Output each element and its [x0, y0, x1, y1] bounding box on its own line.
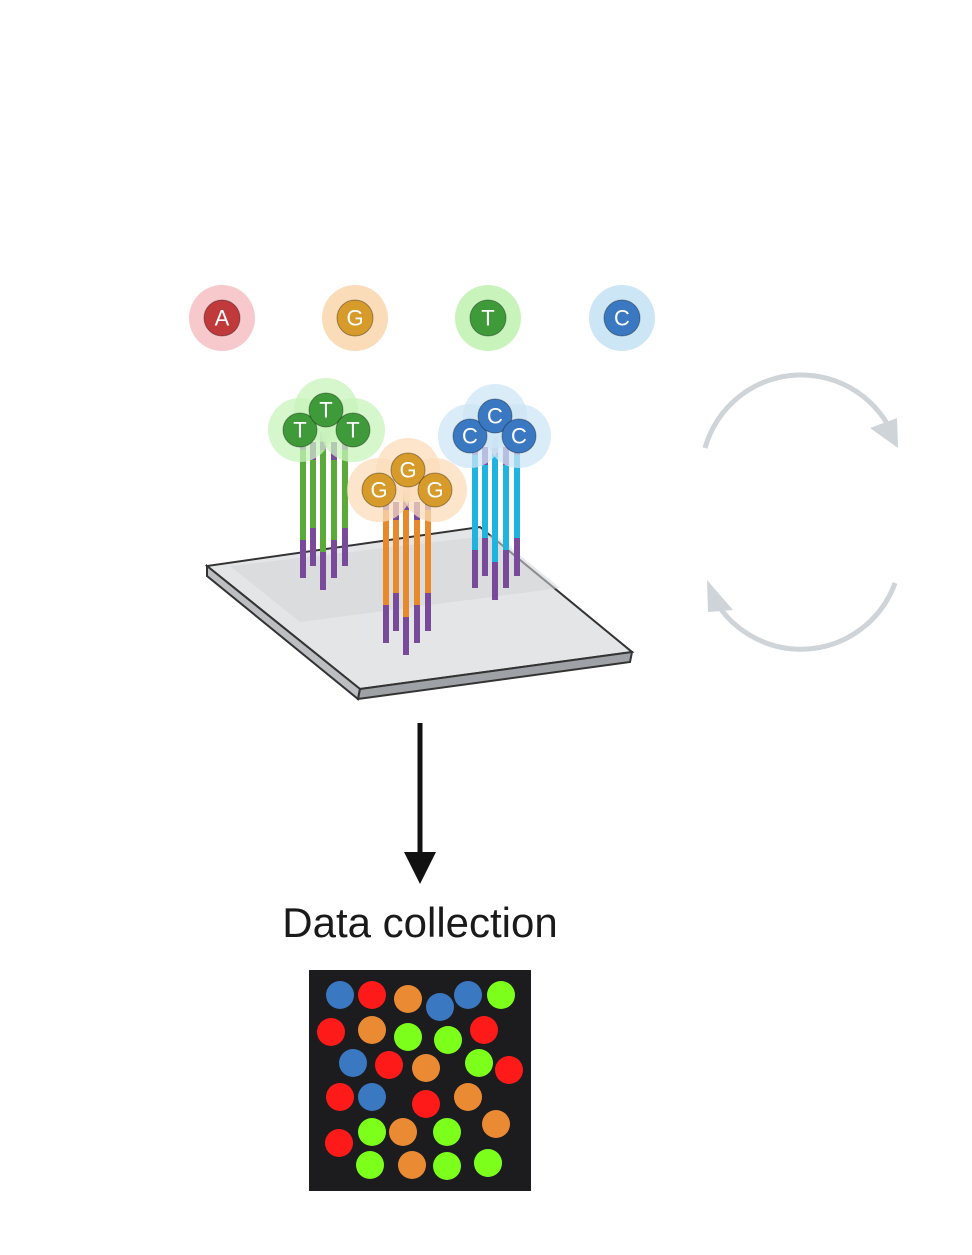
- signal-dot-orange: [398, 1151, 426, 1179]
- signal-dot-red: [470, 1016, 498, 1044]
- nucleotide-a: A: [189, 285, 255, 351]
- nucleotide-letter: T: [293, 418, 306, 443]
- cluster-t: TTT: [268, 378, 385, 590]
- cycle-arrow-bottom: [709, 582, 898, 652]
- signal-dot-green: [433, 1152, 461, 1180]
- signal-dot-orange: [412, 1054, 440, 1082]
- incorporated-nucleotide: C: [477, 398, 513, 434]
- incorporated-nucleotide: C: [501, 418, 537, 454]
- signal-dot-red: [358, 981, 386, 1009]
- signal-dot-red: [317, 1018, 345, 1046]
- nucleotide-letter: C: [614, 306, 630, 331]
- signal-dot-red: [412, 1090, 440, 1118]
- signal-dot-green: [356, 1151, 384, 1179]
- nucleotide-letter: T: [346, 418, 359, 443]
- signal-dot-blue: [454, 981, 482, 1009]
- signal-dot-green: [474, 1149, 502, 1177]
- signal-dot-blue: [339, 1049, 367, 1077]
- nucleotide-letter: C: [511, 424, 527, 449]
- signal-dot-green: [358, 1118, 386, 1146]
- data-collection-image: [309, 970, 531, 1191]
- signal-dot-green: [465, 1049, 493, 1077]
- signal-dot-green: [487, 981, 515, 1009]
- nucleotide-letter: T: [319, 398, 332, 423]
- nucleotide-letter: G: [399, 458, 416, 483]
- signal-dot-green: [394, 1023, 422, 1051]
- signal-dot-orange: [454, 1083, 482, 1111]
- incorporated-nucleotide: T: [335, 412, 371, 448]
- signal-dot-green: [433, 1118, 461, 1146]
- caption-data-collection: Data collection: [282, 899, 557, 946]
- signal-dot-orange: [394, 985, 422, 1013]
- signal-dot-orange: [389, 1118, 417, 1146]
- signal-dot-red: [326, 1083, 354, 1111]
- signal-dot-red: [325, 1129, 353, 1157]
- nucleotide-letter: C: [462, 424, 478, 449]
- nucleotide-letter: C: [487, 404, 503, 429]
- nucleotide-t: T: [455, 285, 521, 351]
- nucleotide-letter: T: [481, 306, 494, 331]
- down-arrow-icon: [404, 723, 436, 884]
- signal-dot-blue: [426, 993, 454, 1021]
- nucleotide-letter: G: [426, 478, 443, 503]
- incorporated-nucleotide: T: [282, 412, 318, 448]
- nucleotide-letter: A: [215, 306, 230, 331]
- cycle-arrow-top: [702, 372, 898, 449]
- signal-dot-red: [495, 1056, 523, 1084]
- signal-dot-orange: [482, 1110, 510, 1138]
- signal-dot-blue: [358, 1083, 386, 1111]
- nucleotide-g: G: [322, 285, 388, 351]
- cluster-c: CCC: [438, 384, 551, 600]
- incorporated-nucleotide: G: [361, 472, 397, 508]
- signal-dot-blue: [326, 981, 354, 1009]
- incorporated-nucleotide: G: [390, 452, 426, 488]
- incorporated-nucleotide: C: [452, 418, 488, 454]
- cycle-arrow-bottom-head: [707, 580, 733, 612]
- nucleotide-c: C: [589, 285, 655, 351]
- incorporated-nucleotide: T: [308, 392, 344, 428]
- cycle-arrow-top-head: [870, 418, 898, 448]
- incorporated-nucleotide: G: [417, 472, 453, 508]
- nucleotide-letter: G: [370, 478, 387, 503]
- signal-dot-green: [434, 1026, 462, 1054]
- nucleotide-letter: G: [346, 306, 363, 331]
- signal-dot-orange: [358, 1016, 386, 1044]
- signal-dot-red: [375, 1051, 403, 1079]
- cycle-arrows-icon: [702, 372, 898, 652]
- cluster-g: GGG: [347, 438, 467, 655]
